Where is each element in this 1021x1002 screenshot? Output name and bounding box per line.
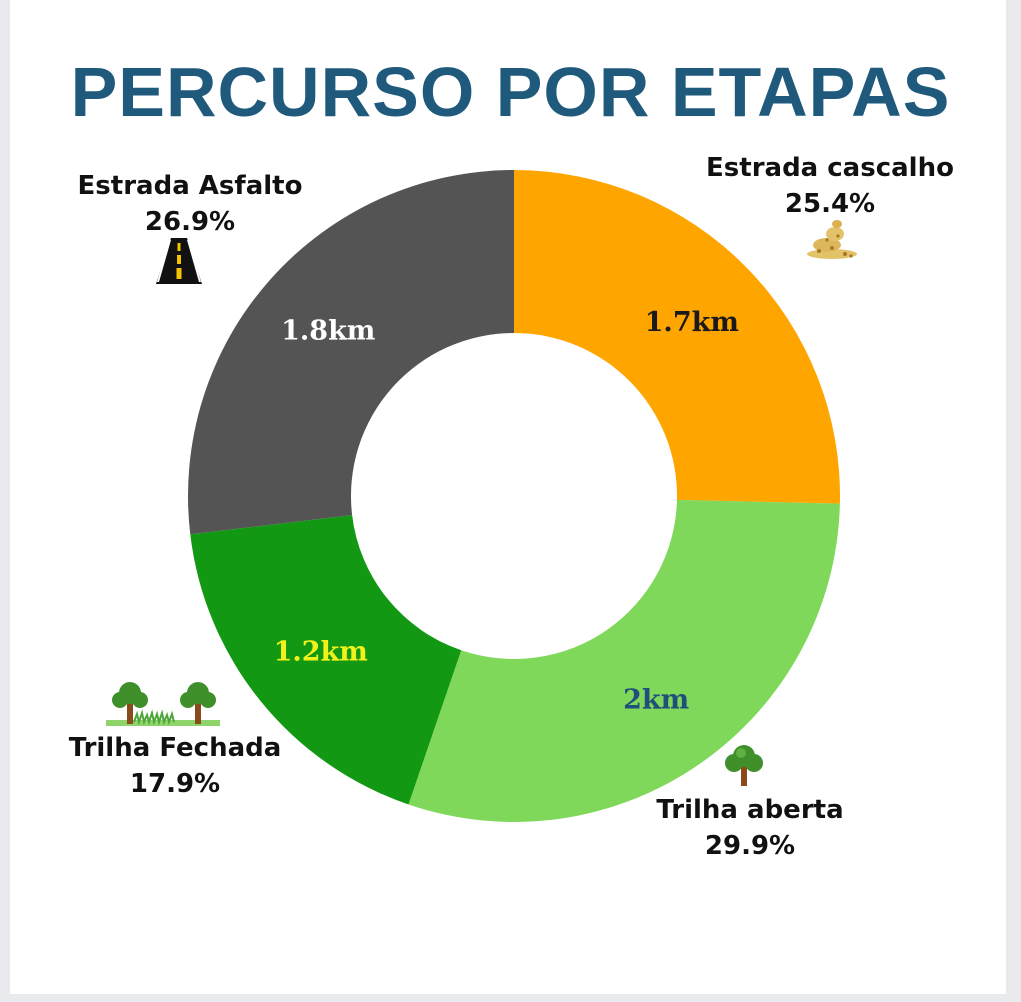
gravel-icon — [807, 220, 857, 259]
value-label: 1.7km — [645, 307, 739, 338]
label-estrada-asfalto: Estrada Asfalto 26.9% — [50, 168, 330, 240]
category-percent: 17.9% — [129, 769, 221, 799]
category-percent: 25.4% — [784, 189, 876, 219]
label-estrada-cascalho: Estrada cascalho 25.4% — [690, 150, 970, 222]
category-name: Estrada Asfalto — [77, 171, 303, 201]
category-percent: 26.9% — [144, 207, 236, 237]
category-name: Trilha aberta — [656, 795, 844, 825]
category-name: Estrada cascalho — [706, 153, 954, 183]
label-trilha-aberta: Trilha aberta 29.9% — [610, 792, 890, 864]
road-icon — [156, 238, 202, 284]
slice-trilha-fechada — [190, 515, 462, 805]
chart-title: PERCURSO POR ETAPAS — [70, 53, 951, 131]
chart-card — [10, 0, 1006, 994]
trees-grass-icon — [106, 682, 220, 726]
value-label: 1.2km — [274, 637, 368, 668]
slice-estrada-cascalho — [514, 170, 840, 504]
value-label: 1.8km — [281, 315, 375, 346]
slice-trilha-aberta — [408, 499, 840, 822]
category-percent: 29.9% — [704, 831, 796, 861]
label-trilha-fechada: Trilha Fechada 17.9% — [35, 730, 315, 802]
value-label: 2km — [623, 684, 689, 715]
tree-icon — [725, 745, 763, 786]
slice-estrada-asfalto — [187, 170, 514, 535]
category-name: Trilha Fechada — [68, 733, 282, 763]
